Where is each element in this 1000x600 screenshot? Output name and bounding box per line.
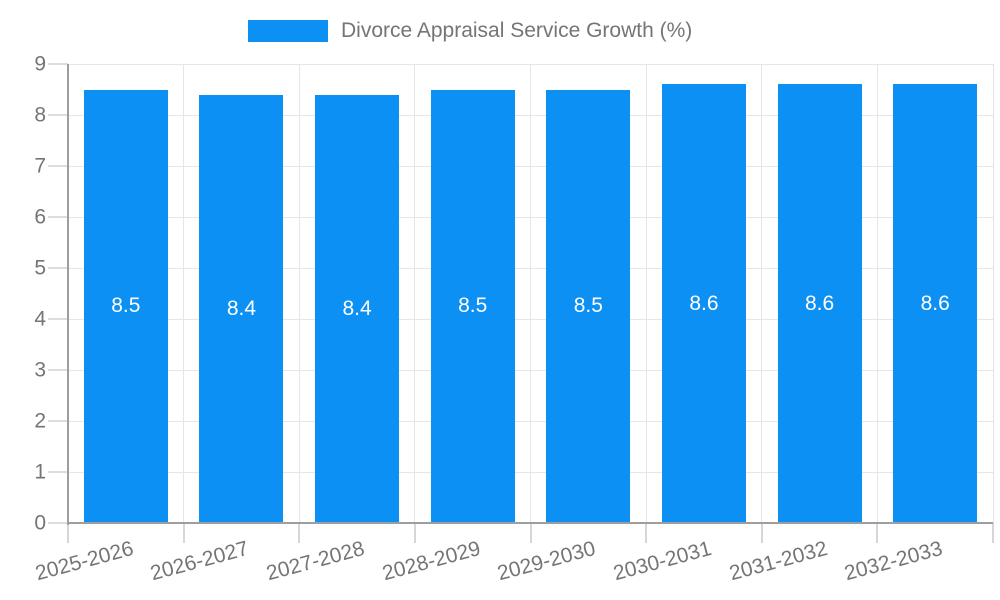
xtick-mark-6 — [760, 523, 763, 543]
ytick-mark-7 — [48, 165, 68, 167]
bar-2032-2033: 8.6 — [893, 84, 978, 523]
gridline-x-8 — [992, 64, 994, 523]
bar-value-label: 8.5 — [458, 294, 488, 318]
xtick-mark-8 — [992, 523, 994, 543]
ytick-mark-9 — [48, 63, 68, 65]
ytick-label-0: 0 — [34, 511, 46, 535]
bar-value-label: 8.4 — [342, 296, 372, 320]
x-axis-baseline — [68, 522, 993, 524]
ytick-label-7: 7 — [34, 154, 46, 178]
bar-2025-2026: 8.5 — [83, 89, 168, 523]
bar-2031-2032: 8.6 — [777, 84, 862, 523]
bar-2026-2027: 8.4 — [199, 94, 284, 523]
xtick-mark-7 — [876, 523, 879, 543]
ytick-label-5: 5 — [34, 256, 46, 280]
legend-swatch — [248, 20, 328, 42]
gridline-x-5 — [645, 64, 647, 523]
gridline-x-2 — [298, 64, 300, 523]
xtick-mark-1 — [182, 523, 185, 543]
legend-label: Divorce Appraisal Service Growth (%) — [341, 19, 693, 42]
ytick-mark-0 — [48, 522, 68, 524]
ytick-label-9: 9 — [34, 52, 46, 76]
bar-value-label: 8.5 — [573, 294, 603, 318]
bar-2027-2028: 8.4 — [315, 94, 400, 523]
ytick-mark-4 — [48, 318, 68, 320]
bar-value-label: 8.6 — [920, 291, 950, 315]
xtick-mark-3 — [413, 523, 416, 543]
bar-2030-2031: 8.6 — [661, 84, 746, 523]
ytick-mark-3 — [48, 369, 68, 371]
xtick-mark-2 — [298, 523, 301, 543]
xtick-mark-5 — [645, 523, 648, 543]
gridline-x-4 — [530, 64, 531, 523]
xtick-mark-0 — [67, 523, 69, 543]
gridline-x-1 — [183, 64, 185, 523]
bar-2028-2029: 8.5 — [430, 89, 515, 523]
xtick-mark-4 — [529, 523, 532, 543]
ytick-label-1: 1 — [34, 460, 46, 484]
ytick-mark-6 — [48, 216, 68, 218]
bar-value-label: 8.4 — [226, 296, 257, 320]
y-axis-line — [67, 64, 69, 525]
ytick-label-2: 2 — [34, 409, 46, 433]
bar-value-label: 8.6 — [804, 291, 835, 315]
ytick-label-8: 8 — [34, 103, 46, 127]
bar-value-label: 8.6 — [689, 291, 719, 315]
gridline-x-3 — [414, 64, 416, 523]
ytick-label-4: 4 — [34, 307, 46, 331]
bar-value-label: 8.5 — [111, 294, 141, 318]
ytick-mark-8 — [48, 114, 68, 116]
ytick-mark-5 — [48, 267, 68, 269]
bar-2029-2030: 8.5 — [546, 89, 631, 523]
ytick-label-3: 3 — [34, 358, 46, 382]
ytick-mark-1 — [48, 471, 68, 473]
gridline-x-6 — [761, 64, 763, 523]
legend: Divorce Appraisal Service Growth (%) — [248, 19, 693, 42]
ytick-label-6: 6 — [34, 205, 46, 229]
ytick-mark-2 — [48, 420, 68, 422]
gridline-x-7 — [876, 64, 878, 523]
